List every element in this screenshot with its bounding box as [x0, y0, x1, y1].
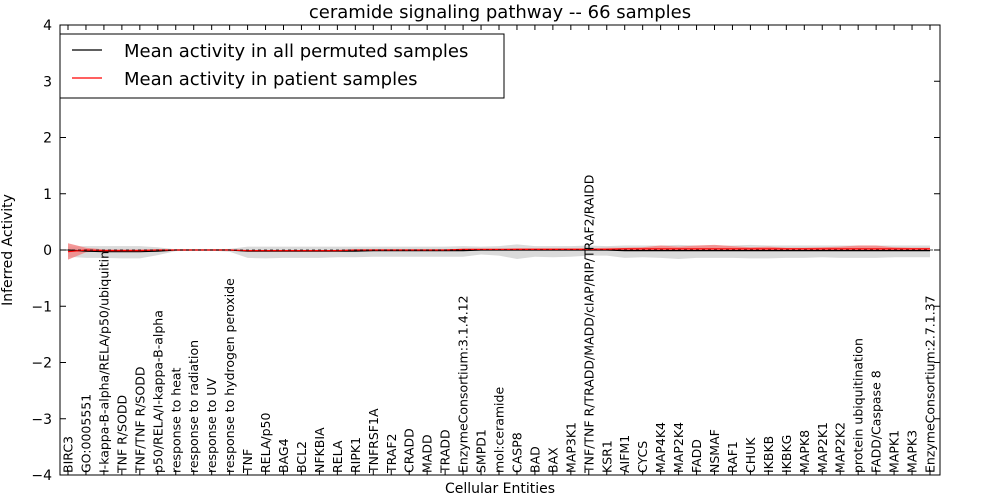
x-tick-label: IKBKG [779, 435, 794, 473]
x-tick-label: TNF R/SODD [114, 395, 129, 474]
x-tick-label: TRAF2 [384, 433, 399, 474]
x-tick-label: NFKBIA [312, 427, 327, 473]
x-tick-label: RELA/p50 [258, 413, 273, 473]
x-tick-label: NSMAF [707, 429, 722, 473]
x-tick-label: CHUK [743, 437, 758, 473]
x-tick-label: TNFRSF1A [366, 408, 381, 474]
x-tick-label: TNF/TNF R/TRADD/MADD/cIAP/RIP/TRAF2/RAID… [581, 175, 596, 474]
x-tick-label: TNF [240, 449, 255, 474]
x-tick-label: MADD [420, 434, 435, 473]
x-tick-label: RIPK1 [348, 437, 363, 473]
x-tick-label: MAP2K2 [833, 422, 848, 473]
x-tick-label: IKBKB [761, 436, 776, 473]
x-tick-label: MAP2K4 [671, 422, 686, 473]
legend-label-permuted: Mean activity in all permuted samples [124, 41, 468, 62]
x-tick-label: response to heat [168, 367, 183, 473]
y-tick-label: −3 [31, 412, 52, 428]
x-tick-label: EnzymeConsortium:2.7.1.37 [923, 295, 938, 473]
x-tick-label: BCL2 [294, 441, 309, 473]
x-tick-label: MAP2K1 [815, 422, 830, 473]
x-tick-label: MAP4K4 [653, 422, 668, 473]
x-tick-label: protein ubiquitination [851, 338, 866, 473]
y-tick-label: −1 [31, 299, 52, 315]
x-tick-label: SMPD1 [474, 429, 489, 473]
x-axis-label: Cellular Entities [445, 481, 555, 497]
x-tick-label: BAD [527, 446, 542, 473]
x-tick-label: p50/RELA/I-kappa-B-alpha [150, 310, 165, 473]
x-tick-label: I-kappa-B-alpha/RELA/p50/ubiquitin [96, 251, 111, 473]
x-tick-label: MAPK1 [887, 430, 902, 473]
x-tick-label: BIRC3 [61, 436, 76, 473]
x-tick-label: FADD/Caspase 8 [869, 370, 884, 473]
x-tick-label: BAG4 [276, 438, 291, 473]
x-tick-label: MAPK8 [797, 430, 812, 473]
chart-title: ceramide signaling pathway -- 66 samples [309, 2, 691, 23]
y-tick-label: 3 [43, 74, 52, 90]
x-tick-label: FADD [689, 439, 704, 473]
x-tick-label: CRADD [402, 428, 417, 473]
x-tick-label: EnzymeConsortium:3.1.4.12 [456, 295, 471, 473]
y-tick-label: 1 [43, 187, 52, 203]
x-tick-label: CASP8 [510, 432, 525, 473]
series-band-1 [68, 243, 930, 260]
x-tick-label: response to UV [204, 378, 219, 473]
x-tick-label: RELA [330, 440, 345, 473]
x-tick-label: MAPK3 [905, 430, 920, 473]
y-tick-label: −4 [31, 468, 52, 484]
y-tick-label: 2 [43, 131, 52, 147]
x-tick-label: TRADD [438, 429, 453, 474]
y-tick-label: 0 [43, 243, 52, 259]
x-tick-label: AIFM1 [617, 435, 632, 473]
x-tick-label: MAP3K1 [563, 422, 578, 473]
y-axis-label: Inferred Activity [0, 194, 16, 306]
legend-label-patient: Mean activity in patient samples [124, 69, 418, 90]
x-tick-label: GO:0005551 [79, 394, 94, 473]
x-tick-label: response to hydrogen peroxide [222, 278, 237, 473]
y-tick-label: −2 [31, 356, 52, 372]
x-tick-label: mol:ceramide [492, 387, 507, 473]
x-tick-label: response to radiation [186, 340, 201, 473]
y-tick-label: 4 [43, 18, 52, 34]
x-tick-label: TNF/TNF R/SODD [132, 367, 147, 474]
x-tick-label: CYCS [635, 441, 650, 473]
x-tick-label: BAX [545, 447, 560, 473]
x-tick-label: KSR1 [599, 440, 614, 473]
x-tick-label: RAF1 [725, 441, 740, 473]
legend: Mean activity in all permuted samples Me… [59, 33, 505, 99]
